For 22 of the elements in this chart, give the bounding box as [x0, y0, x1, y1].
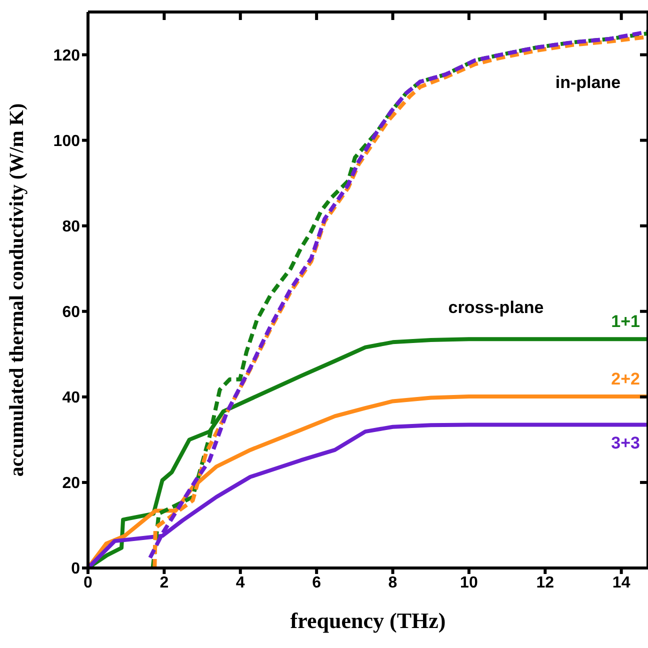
- series-label: 1+1: [611, 312, 640, 332]
- y-tick-label: 60: [62, 304, 80, 322]
- y-tick-label: 80: [62, 218, 80, 236]
- x-tick-label: 0: [84, 574, 93, 592]
- x-tick-label: 8: [388, 574, 398, 592]
- x-tick-label: 2: [160, 574, 169, 592]
- y-tick-label: 120: [53, 47, 80, 64]
- y-tick-label: 40: [62, 390, 80, 407]
- x-tick-label: 14: [612, 574, 630, 592]
- y-tick-label: 20: [62, 475, 80, 492]
- x-tick-label: 10: [460, 574, 478, 592]
- x-tick-label: 4: [236, 574, 245, 592]
- x-axis-title: frequency (THz): [290, 608, 446, 633]
- x-tick-label: 6: [312, 574, 322, 592]
- series-label: 3+3: [611, 434, 640, 453]
- annotation: in-plane: [555, 73, 621, 92]
- series-label: 2+2: [611, 369, 640, 388]
- annotation: cross-plane: [448, 298, 544, 317]
- y-tick-label: 0: [71, 560, 80, 578]
- y-tick-label: 100: [53, 132, 80, 150]
- y-axis-title: accumulated thermal conductivity (W/m K): [6, 103, 28, 477]
- x-tick-label: 12: [536, 574, 554, 592]
